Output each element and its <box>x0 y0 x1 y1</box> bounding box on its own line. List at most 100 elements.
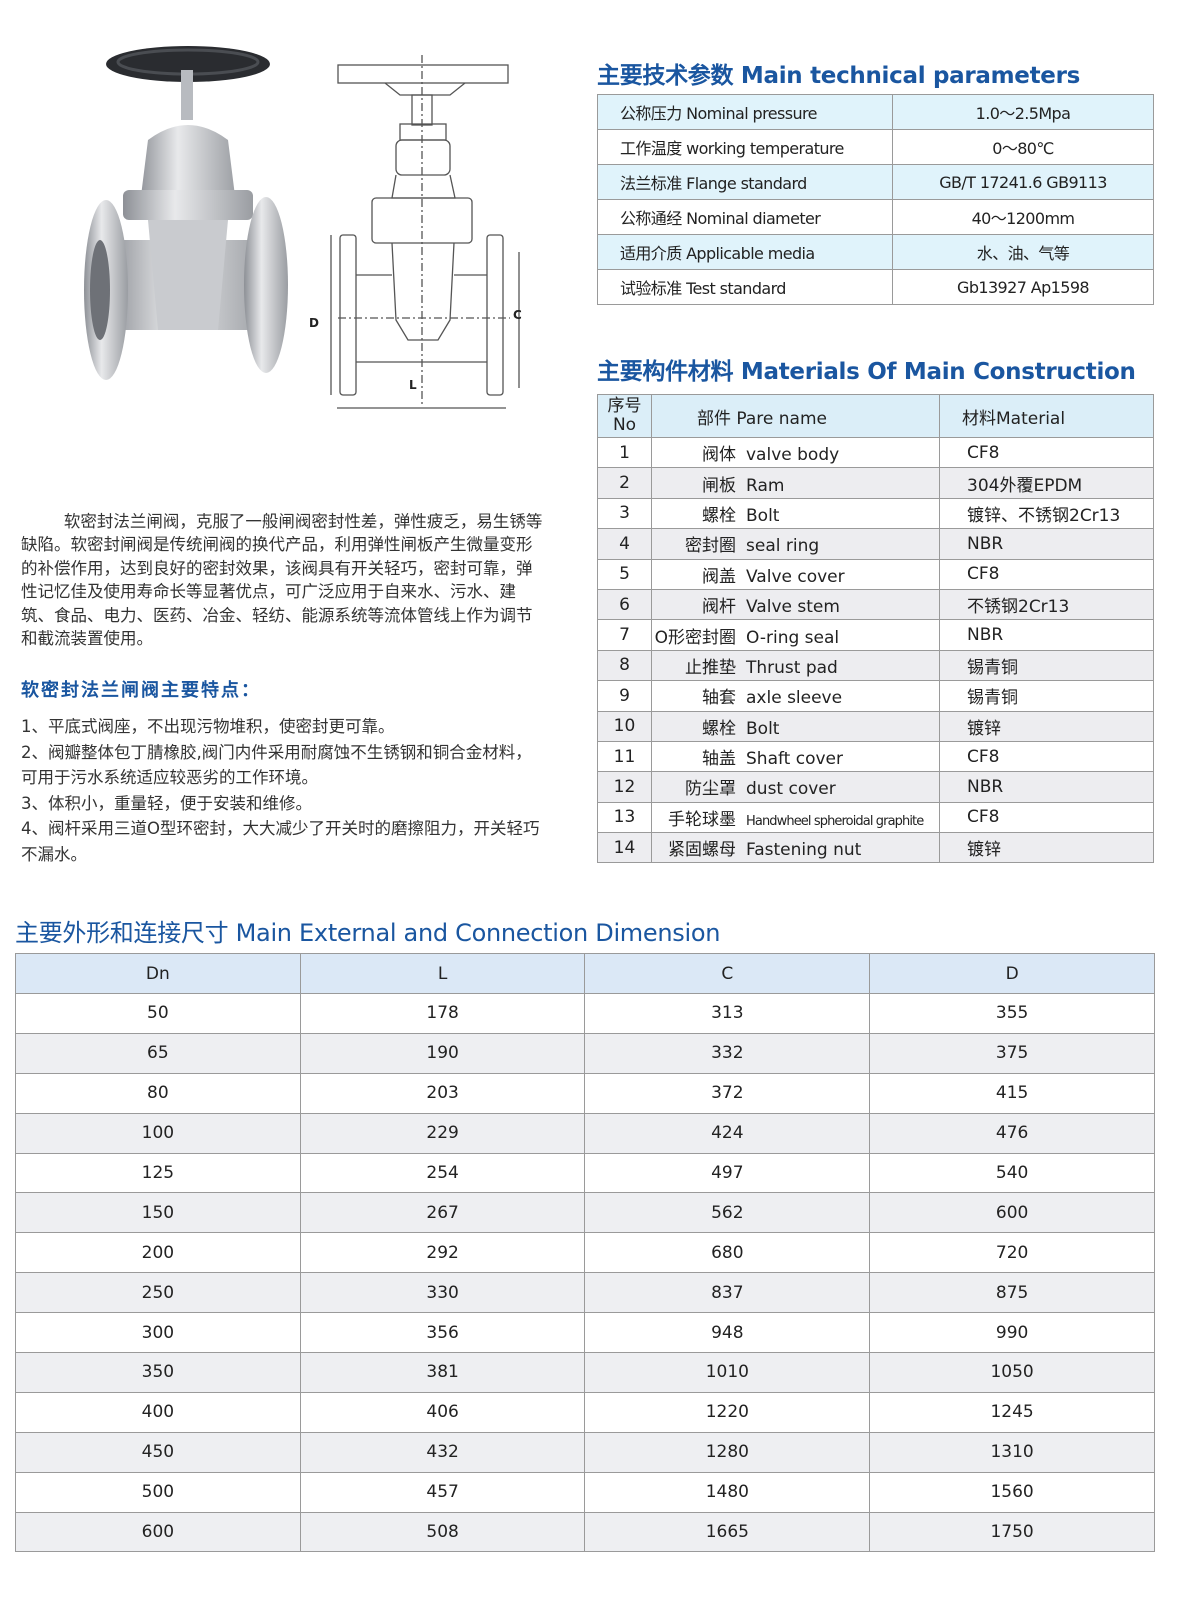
material-row: 13 手轮球墨 Handwheel spheroidal graphite CF8 <box>597 801 1154 834</box>
dim-row: 200 292 680 720 <box>15 1232 1155 1274</box>
dim-cell: 125 <box>15 1152 301 1194</box>
part-name-en: Thrust pad <box>746 657 838 678</box>
part-no: 1 <box>597 436 652 469</box>
material-row: 5 阀盖 Valve cover CF8 <box>597 558 1154 590</box>
material-row: 3 螺栓 Bolt 镀锌、不锈钢2Cr13 <box>597 497 1154 530</box>
dim-cell: 381 <box>299 1352 586 1393</box>
part-no: 4 <box>597 528 652 560</box>
part-material: 304外覆EPDM <box>939 467 1154 499</box>
part-no: 5 <box>597 558 652 590</box>
part-name: 密封圈 seal ring <box>651 528 940 560</box>
part-material: 镀锌 <box>939 710 1154 742</box>
part-material: 不锈钢2Cr13 <box>939 588 1154 621</box>
part-name-cn: 轴套 <box>702 688 736 709</box>
part-name-en: O-ring seal <box>746 627 840 648</box>
dim-cell: 1750 <box>869 1511 1155 1553</box>
dim-cell: 203 <box>299 1072 586 1114</box>
dim-row: 400 406 1220 1245 <box>15 1391 1155 1433</box>
dim-header: Dn <box>15 953 301 994</box>
intro-paragraph: 软密封法兰闸阀，克服了一般闸阀密封性差，弹性疲乏，易生锈等缺陷。软密封闸阀是传统… <box>21 512 543 649</box>
label-l: L <box>409 378 417 392</box>
dim-cell: 150 <box>15 1192 301 1234</box>
material-row: 6 阀杆 Valve stem 不锈钢2Cr13 <box>597 588 1154 621</box>
part-no: 11 <box>597 740 652 773</box>
dim-header: L <box>299 953 586 994</box>
material-row: 9 轴套 axle sleeve 锡青铜 <box>597 680 1154 712</box>
part-material: CF8 <box>939 801 1154 834</box>
part-name: 手轮球墨 Handwheel spheroidal graphite <box>651 801 940 834</box>
dim-cell: 330 <box>299 1272 586 1314</box>
part-no: 14 <box>597 832 652 864</box>
dim-header: C <box>584 953 871 994</box>
part-name-en: Valve stem <box>746 597 840 618</box>
part-name-en: Ram <box>746 475 785 496</box>
materials-title: 主要构件材料 Materials Of Main Construction <box>597 359 1136 385</box>
dim-cell: 178 <box>299 993 586 1034</box>
part-material: 锡青铜 <box>939 649 1154 682</box>
dim-cell: 313 <box>584 993 871 1034</box>
dim-cell: 372 <box>584 1072 871 1114</box>
feature-item: 1、平底式阀座，不出现污物堆积，使密封更可靠。 <box>21 717 395 736</box>
dim-row: 600 508 1665 1750 <box>15 1511 1155 1553</box>
dim-cell: 450 <box>15 1431 301 1473</box>
dim-cell: 837 <box>584 1272 871 1314</box>
dim-cell: 540 <box>869 1152 1155 1194</box>
dim-cell: 1560 <box>869 1471 1155 1513</box>
part-name-en: Shaft cover <box>746 749 843 770</box>
part-no: 6 <box>597 588 652 621</box>
dim-cell: 400 <box>15 1391 301 1433</box>
dim-cell: 1480 <box>584 1471 871 1513</box>
dim-cell: 562 <box>584 1192 871 1234</box>
part-name-cn: 轴盖 <box>702 749 736 770</box>
dim-cell: 375 <box>869 1032 1155 1074</box>
dim-cell: 508 <box>299 1511 586 1553</box>
dim-cell: 200 <box>15 1232 301 1274</box>
dim-cell: 1010 <box>584 1352 871 1393</box>
part-name: 轴套 axle sleeve <box>651 680 940 712</box>
technical-table: 公称压力 Nominal pressure 1.0～2.5Mpa 工作温度 work… <box>597 94 1154 305</box>
part-name: 止推垫 Thrust pad <box>651 649 940 682</box>
dim-cell: 267 <box>299 1192 586 1234</box>
materials-table: 序号 No 部件 Pare name 材料Material 1 阀体 valve bo… <box>597 394 1154 864</box>
part-name-cn: 止推垫 <box>685 657 736 678</box>
material-row: 14 紧固螺母 Fastening nut 镀锌 <box>597 832 1154 864</box>
part-material: 锡青铜 <box>939 680 1154 712</box>
dim-cell: 100 <box>15 1112 301 1154</box>
feature-item: 4、阀杆采用三道O型环密封，大大减少了开关时的磨擦阻力，开关轻巧不漏水。 <box>21 819 540 864</box>
part-name: 闸板 Ram <box>651 467 940 499</box>
part-no: 8 <box>597 649 652 682</box>
dim-row: 350 381 1010 1050 <box>15 1352 1155 1393</box>
param-label: 公称通经 Nominal diameter <box>597 199 893 235</box>
dim-cell: 680 <box>584 1232 871 1274</box>
part-no: 10 <box>597 710 652 742</box>
dim-cell: 424 <box>584 1112 871 1154</box>
part-no: 9 <box>597 680 652 712</box>
dim-cell: 350 <box>15 1352 301 1393</box>
feature-item: 3、体积小，重量轻，便于安装和维修。 <box>21 793 312 813</box>
dim-row: 250 330 837 875 <box>15 1272 1155 1314</box>
material-row: 11 轴盖 Shaft cover CF8 <box>597 740 1154 773</box>
part-name-cn: 阀体 <box>702 445 736 466</box>
dim-cell: 457 <box>299 1471 586 1513</box>
part-material: 镀锌、不锈钢2Cr13 <box>939 497 1154 530</box>
dim-cell: 948 <box>584 1312 871 1354</box>
dim-cell: 500 <box>15 1471 301 1513</box>
part-name-cn: 螺栓 <box>702 718 736 739</box>
param-value: GB/T 17241.6 GB9113 <box>892 164 1154 200</box>
part-name-en: Bolt <box>746 718 780 739</box>
technical-row: 公称通经 Nominal diameter 40～1200mm <box>597 199 1154 235</box>
dim-row: 150 267 562 600 <box>15 1192 1155 1234</box>
material-row: 10 螺栓 Bolt 镀锌 <box>597 710 1154 742</box>
part-name: 螺栓 Bolt <box>651 710 940 742</box>
dimensions-table: Dn L C D 50 178 313 355 65 190 332 375 80 203 372 415 1… <box>15 953 1155 1553</box>
part-no: 13 <box>597 801 652 834</box>
technical-row: 试验标准 Test standard Gb13927 Ap1598 <box>597 269 1154 305</box>
dim-cell: 600 <box>869 1192 1155 1234</box>
dim-cell: 990 <box>869 1312 1155 1354</box>
part-name: 紧固螺母 Fastening nut <box>651 832 940 864</box>
param-label: 适用介质 Applicable media <box>597 234 893 270</box>
part-material: CF8 <box>939 558 1154 590</box>
dim-cell: 229 <box>299 1112 586 1154</box>
param-value: 水、油、气等 <box>892 234 1154 270</box>
dim-cell: 250 <box>15 1272 301 1314</box>
